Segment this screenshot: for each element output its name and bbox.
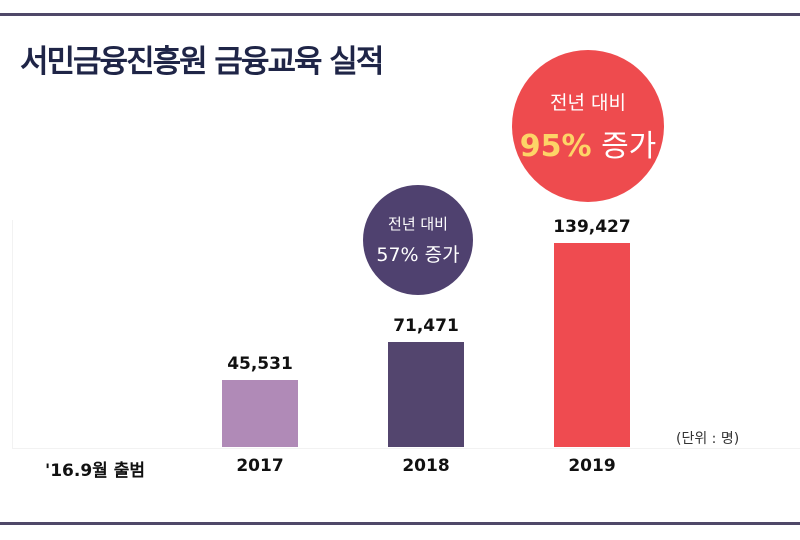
- callout-label: 전년 대비: [388, 215, 448, 233]
- top-rule: [0, 13, 800, 16]
- bar-2017: [222, 380, 298, 447]
- callout-pct: 95%: [519, 128, 592, 164]
- callout-value: 95% 증가: [520, 121, 657, 165]
- chart-title: 서민금융진흥원 금융교육 실적: [20, 44, 384, 80]
- bar-2018: [388, 342, 464, 447]
- growth-callout-2018: 전년 대비 57% 증가: [363, 185, 473, 295]
- x-tick-label: 2017: [236, 456, 284, 476]
- unit-label: (단위 : 명): [676, 431, 740, 447]
- x-tick-label: 2018: [402, 456, 450, 476]
- bottom-rule: [0, 522, 800, 525]
- callout-suffix: 증가: [424, 244, 460, 266]
- data-label: 45,531: [227, 354, 293, 375]
- data-label: 139,427: [553, 217, 631, 237]
- callout-pct: 57%: [376, 244, 419, 266]
- bar-2019: [554, 243, 630, 447]
- callout-label: 전년 대비: [550, 91, 626, 114]
- growth-callout-2019: 전년 대비 95% 증가: [512, 50, 664, 202]
- x-tick-label: 2019: [568, 456, 616, 476]
- data-label: 71,471: [393, 316, 459, 337]
- callout-suffix: 증가: [601, 128, 657, 164]
- plot-area: [12, 220, 800, 449]
- x-tick-label: '16.9월 출범: [45, 461, 145, 481]
- callout-value: 57% 증가: [376, 240, 459, 267]
